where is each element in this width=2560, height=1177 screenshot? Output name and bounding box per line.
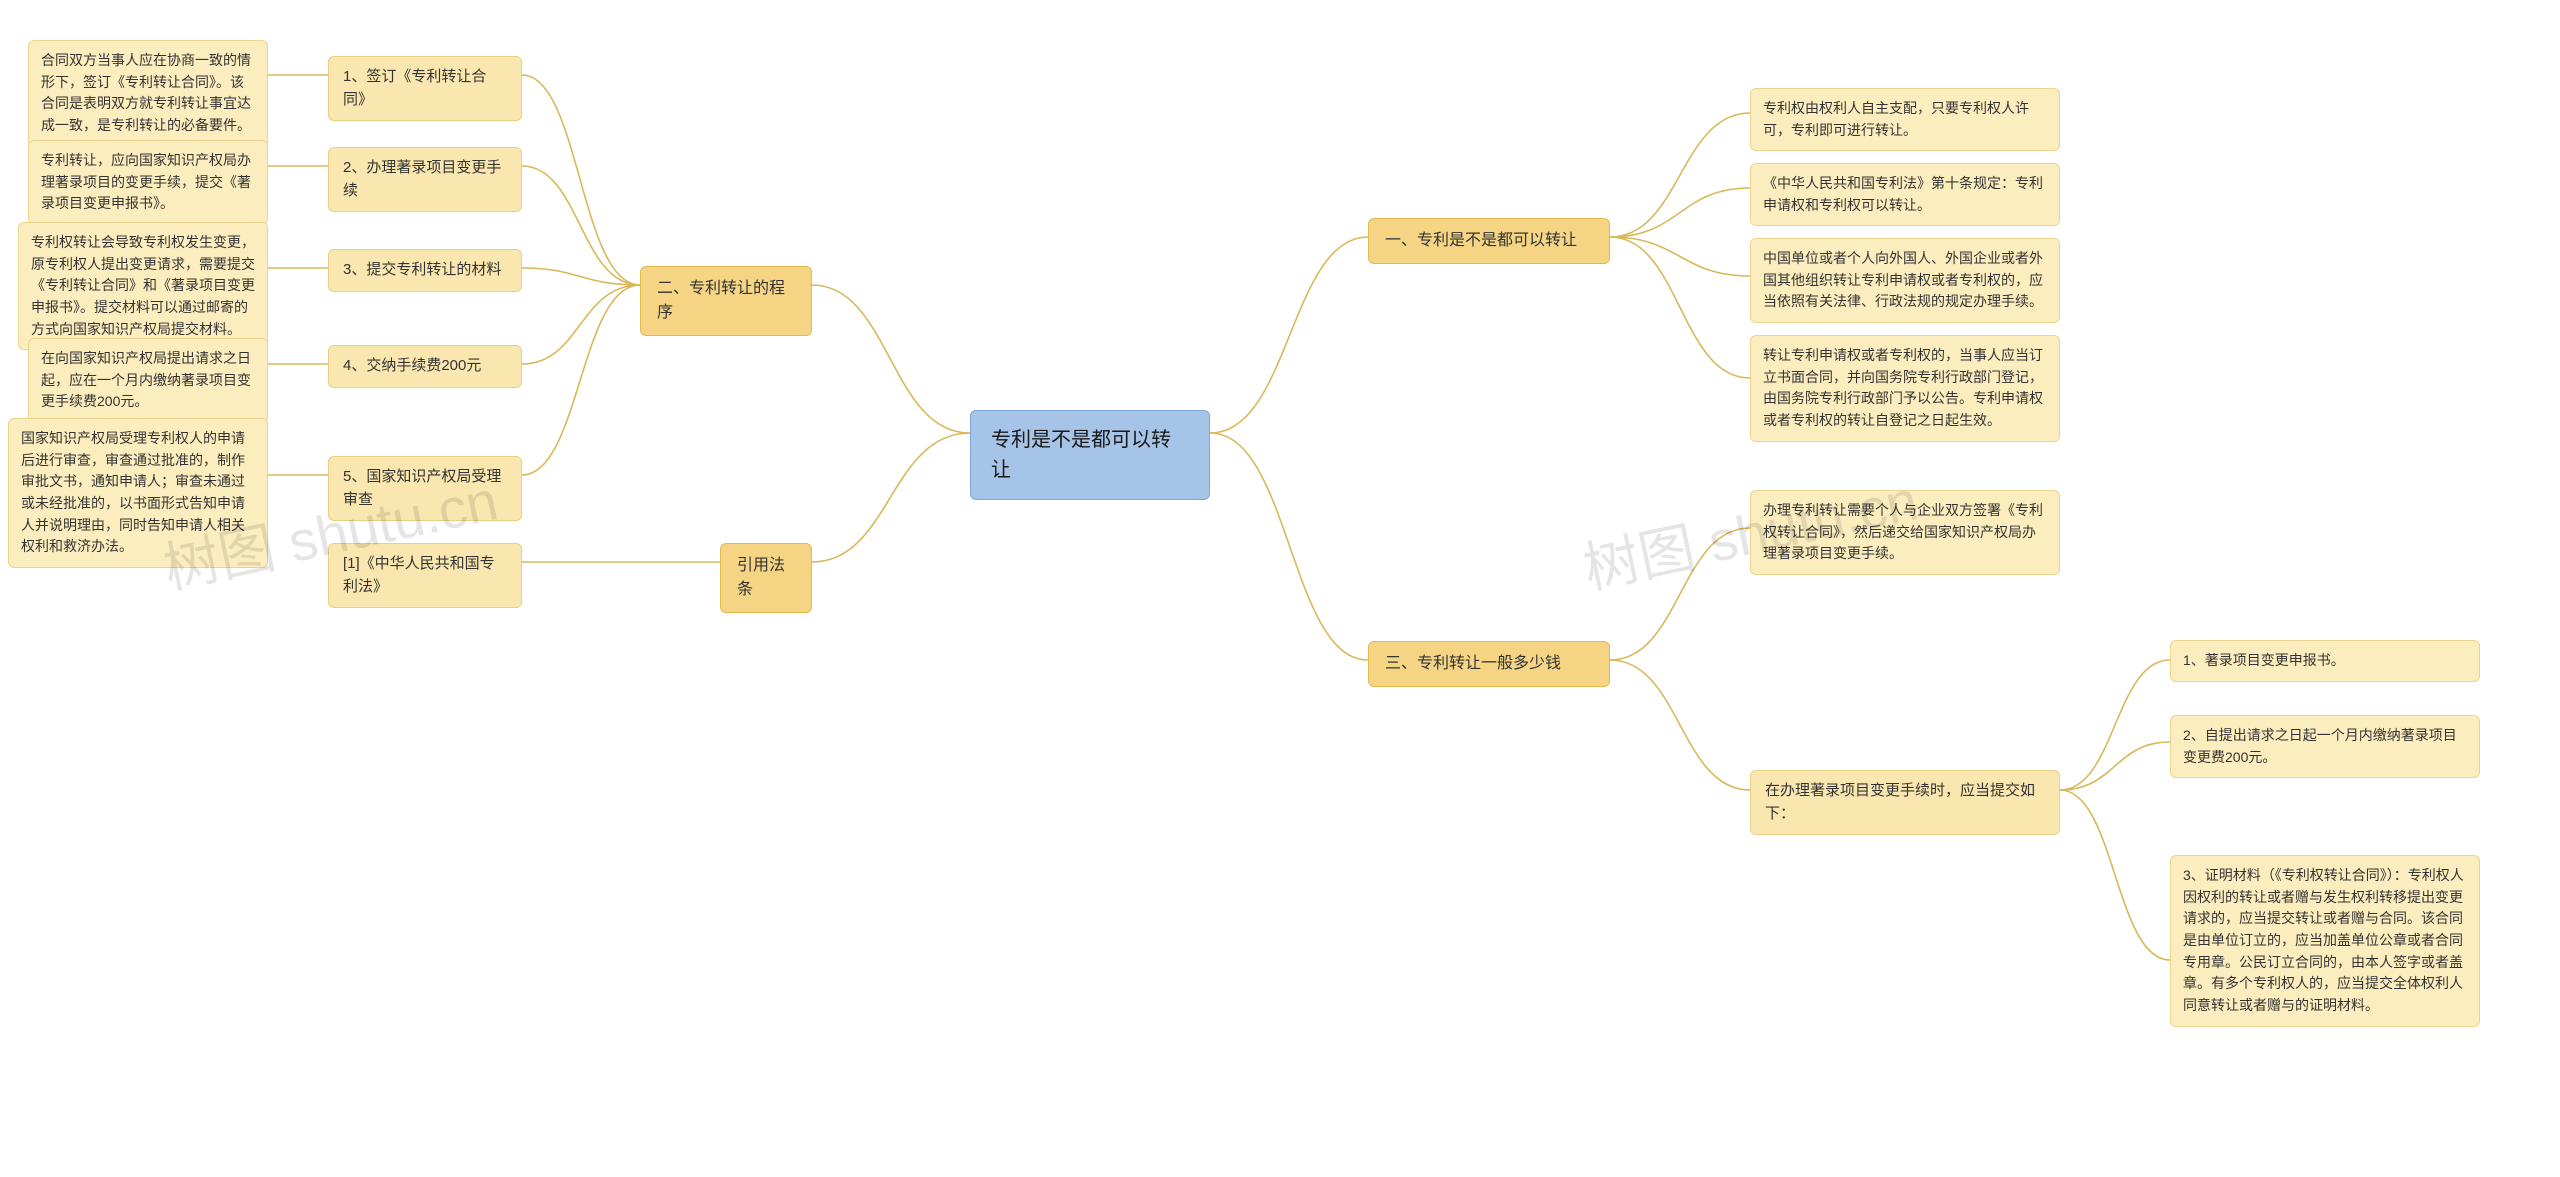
- branch-2[interactable]: 二、专利转让的程序: [640, 266, 812, 336]
- citation-leaf: [1]《中华人民共和国专利法》: [328, 543, 522, 608]
- branch-3[interactable]: 三、专利转让一般多少钱: [1368, 641, 1610, 687]
- branch2-sub-4[interactable]: 5、国家知识产权局受理审查: [328, 456, 522, 521]
- root-node[interactable]: 专利是不是都可以转让: [970, 410, 1210, 500]
- branch2-sub-0[interactable]: 1、签订《专利转让合同》: [328, 56, 522, 121]
- branch3-intro-leaf: 办理专利转让需要个人与企业双方签署《专利权转让合同》，然后递交给国家知识产权局办…: [1750, 490, 2060, 575]
- branch3-sub-leaf-1: 2、自提出请求之日起一个月内缴纳著录项目变更费200元。: [2170, 715, 2480, 778]
- branch1-leaf-3: 转让专利申请权或者专利权的，当事人应当订立书面合同，并向国务院专利行政部门登记，…: [1750, 335, 2060, 442]
- branch1-leaf-0: 专利权由权利人自主支配，只要专利权人许可，专利即可进行转让。: [1750, 88, 2060, 151]
- citation-branch[interactable]: 引用法条: [720, 543, 812, 613]
- branch3-sub-leaf-0: 1、著录项目变更申报书。: [2170, 640, 2480, 682]
- branch2-leaf-4: 国家知识产权局受理专利权人的申请后进行审查，审查通过批准的，制作审批文书，通知申…: [8, 418, 268, 568]
- branch-1[interactable]: 一、专利是不是都可以转让: [1368, 218, 1610, 264]
- branch2-leaf-0: 合同双方当事人应在协商一致的情形下，签订《专利转让合同》。该合同是表明双方就专利…: [28, 40, 268, 147]
- branch3-sub-leaf-2: 3、证明材料（《专利权转让合同》）：专利权人因权利的转让或者赠与发生权利转移提出…: [2170, 855, 2480, 1027]
- branch2-sub-2[interactable]: 3、提交专利转让的材料: [328, 249, 522, 292]
- branch2-leaf-1: 专利转让，应向国家知识产权局办理著录项目的变更手续，提交《著录项目变更申报书》。: [28, 140, 268, 225]
- branch2-leaf-3: 在向国家知识产权局提出请求之日起，应在一个月内缴纳著录项目变更手续费200元。: [28, 338, 268, 423]
- branch2-sub-1[interactable]: 2、办理著录项目变更手续: [328, 147, 522, 212]
- branch3-sub[interactable]: 在办理著录项目变更手续时，应当提交如下：: [1750, 770, 2060, 835]
- branch2-leaf-2: 专利权转让会导致专利权发生变更，原专利权人提出变更请求，需要提交《专利转让合同》…: [18, 222, 268, 350]
- branch2-sub-3[interactable]: 4、交纳手续费200元: [328, 345, 522, 388]
- branch1-leaf-2: 中国单位或者个人向外国人、外国企业或者外国其他组织转让专利申请权或者专利权的，应…: [1750, 238, 2060, 323]
- branch1-leaf-1: 《中华人民共和国专利法》第十条规定：专利申请权和专利权可以转让。: [1750, 163, 2060, 226]
